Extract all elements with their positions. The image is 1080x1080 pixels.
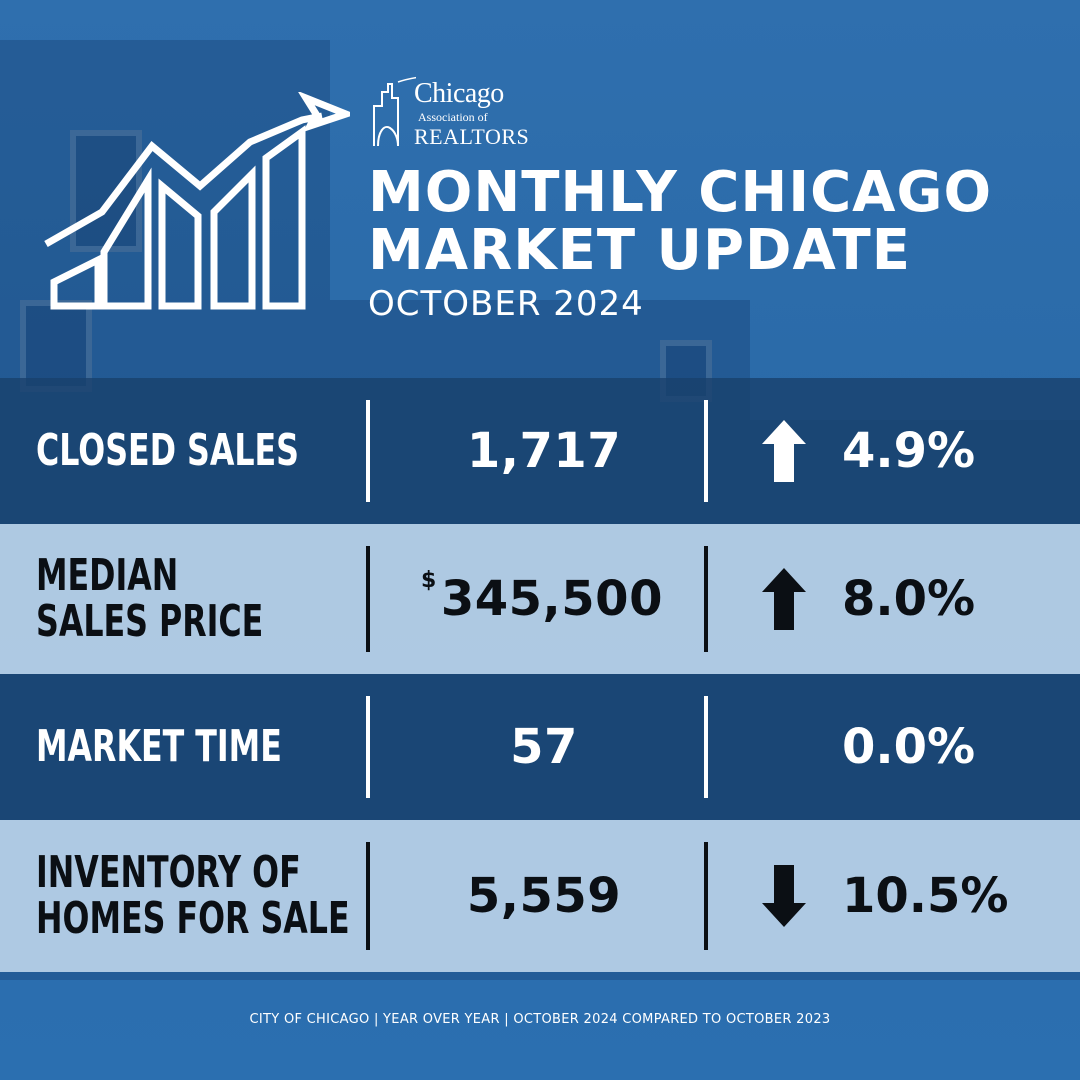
stat-change: 0.0% [760, 674, 975, 820]
stat-change-percent: 0.0% [842, 719, 976, 775]
column-divider [366, 842, 370, 950]
stat-label-line-1: CLOSED SALES [36, 425, 300, 476]
column-divider [366, 400, 370, 502]
column-divider [704, 842, 708, 950]
column-divider [366, 696, 370, 798]
page-subtitle: OCTOBER 2024 [368, 284, 644, 324]
stat-change: 4.9% [760, 378, 975, 524]
stat-value: 57 [376, 674, 708, 820]
arrow-down-icon [762, 865, 806, 927]
arrow-up-icon [762, 568, 806, 630]
chicago-realtors-logo: Chicago Association of REALTORS [368, 72, 538, 154]
title-line-1: MONTHLY CHICAGO [368, 160, 993, 225]
stat-row-market-time: MARKET TIME 57 0.0% [0, 674, 1080, 820]
stat-label: MEDIAN SALES PRICE [36, 524, 382, 674]
stat-row-closed-sales: CLOSED SALES 1,717 4.9% [0, 378, 1080, 524]
stat-label-line-2: SALES PRICE [36, 596, 264, 647]
column-divider [366, 546, 370, 652]
stat-value-number: 5,559 [466, 868, 622, 924]
logo-text-chicago: Chicago [414, 78, 504, 109]
arrow-up-icon [762, 420, 806, 482]
stat-label: INVENTORY OF HOMES FOR SALE [36, 820, 382, 972]
growth-chart-icon [44, 92, 350, 310]
stat-label-line-2: HOMES FOR SALE [36, 893, 350, 944]
column-divider [704, 400, 708, 502]
stat-change-percent: 10.5% [842, 868, 1009, 924]
stat-value-number: 57 [510, 719, 578, 775]
footer-note: CITY OF CHICAGO | YEAR OVER YEAR | OCTOB… [249, 1012, 831, 1027]
stat-change: 10.5% [760, 820, 1009, 972]
stat-row-median-sales-price: MEDIAN SALES PRICE $345,500 8.0% [0, 524, 1080, 674]
logo-text-association: Association of [418, 110, 488, 124]
stat-label-line-1: MEDIAN [36, 550, 179, 601]
stat-label: MARKET TIME [36, 674, 382, 820]
stat-label-line-1: MARKET TIME [36, 721, 282, 772]
column-divider [704, 546, 708, 652]
logo-text-realtors: REALTORS [414, 124, 530, 149]
stat-value-number: 345,500 [440, 571, 663, 627]
stat-value: $345,500 [376, 524, 708, 674]
currency-symbol: $ [421, 568, 437, 593]
stat-change-percent: 8.0% [842, 571, 976, 627]
stat-value-number: 1,717 [466, 423, 622, 479]
column-divider [704, 696, 708, 798]
stat-value: 5,559 [376, 820, 708, 972]
stat-value: 1,717 [376, 378, 708, 524]
stat-label-line-1: INVENTORY OF [36, 847, 301, 898]
skyline-logo-icon [373, 76, 416, 147]
stat-row-inventory: INVENTORY OF HOMES FOR SALE 5,559 10.5% [0, 820, 1080, 972]
title-line-2: MARKET UPDATE [368, 218, 911, 283]
stat-change-percent: 4.9% [842, 423, 976, 479]
stat-change: 8.0% [760, 524, 975, 674]
page-title: MONTHLY CHICAGO MARKET UPDATE [368, 164, 992, 280]
stat-label: CLOSED SALES [36, 378, 382, 524]
